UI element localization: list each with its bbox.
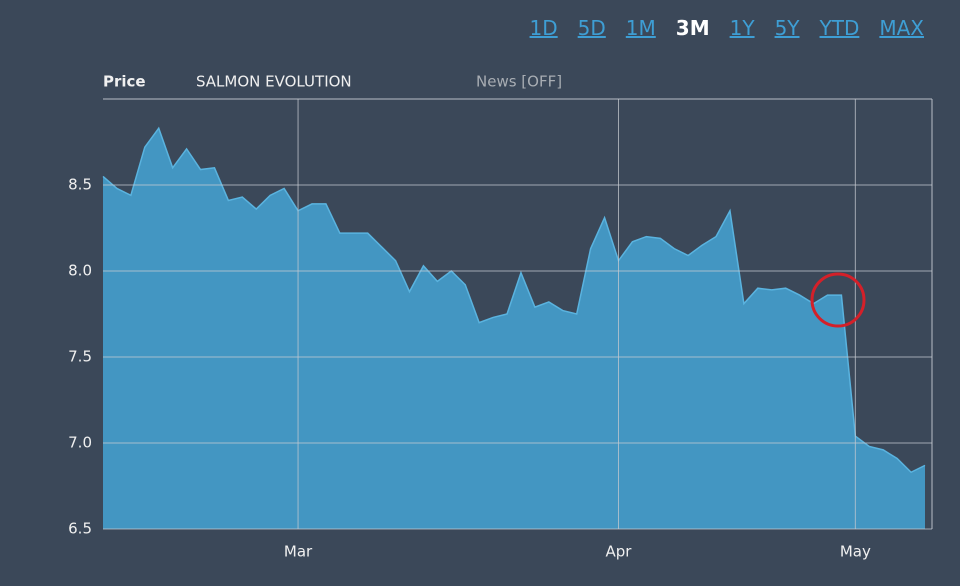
range-button[interactable]: 5Y bbox=[774, 16, 800, 40]
x-tick-label: Apr bbox=[606, 543, 633, 561]
y-tick-label: 8.0 bbox=[68, 262, 92, 280]
price-line bbox=[102, 126, 926, 474]
y-tick-label: 7.5 bbox=[68, 348, 92, 366]
price-area bbox=[103, 128, 925, 530]
y-tick-label: 6.5 bbox=[68, 520, 92, 538]
x-tick-label: Mar bbox=[284, 543, 313, 561]
range-button[interactable]: 3M bbox=[675, 16, 710, 40]
range-buttons: 1D 5D 1M 3M 1Y 5Y YTD MAX bbox=[530, 16, 924, 40]
news-toggle[interactable]: News [OFF] bbox=[476, 73, 562, 91]
header-label: Price bbox=[103, 73, 146, 91]
range-button[interactable]: 1D bbox=[529, 16, 558, 40]
y-tick-label: 8.5 bbox=[68, 176, 92, 194]
range-button[interactable]: 1M bbox=[625, 16, 656, 40]
x-tick-label: May bbox=[840, 543, 871, 561]
range-button[interactable]: MAX bbox=[879, 16, 924, 40]
range-button[interactable]: 1Y bbox=[729, 16, 755, 40]
plot: 6.5 7.0 7.5 8.0 8.5 Mar Apr May bbox=[68, 99, 932, 561]
y-tick-label: 7.0 bbox=[68, 434, 92, 452]
highlight-circle bbox=[810, 272, 866, 328]
instrument-name: SALMON EVOLUTION bbox=[196, 73, 352, 91]
range-button[interactable]: 5D bbox=[577, 16, 606, 40]
range-button[interactable]: YTD bbox=[819, 16, 860, 40]
